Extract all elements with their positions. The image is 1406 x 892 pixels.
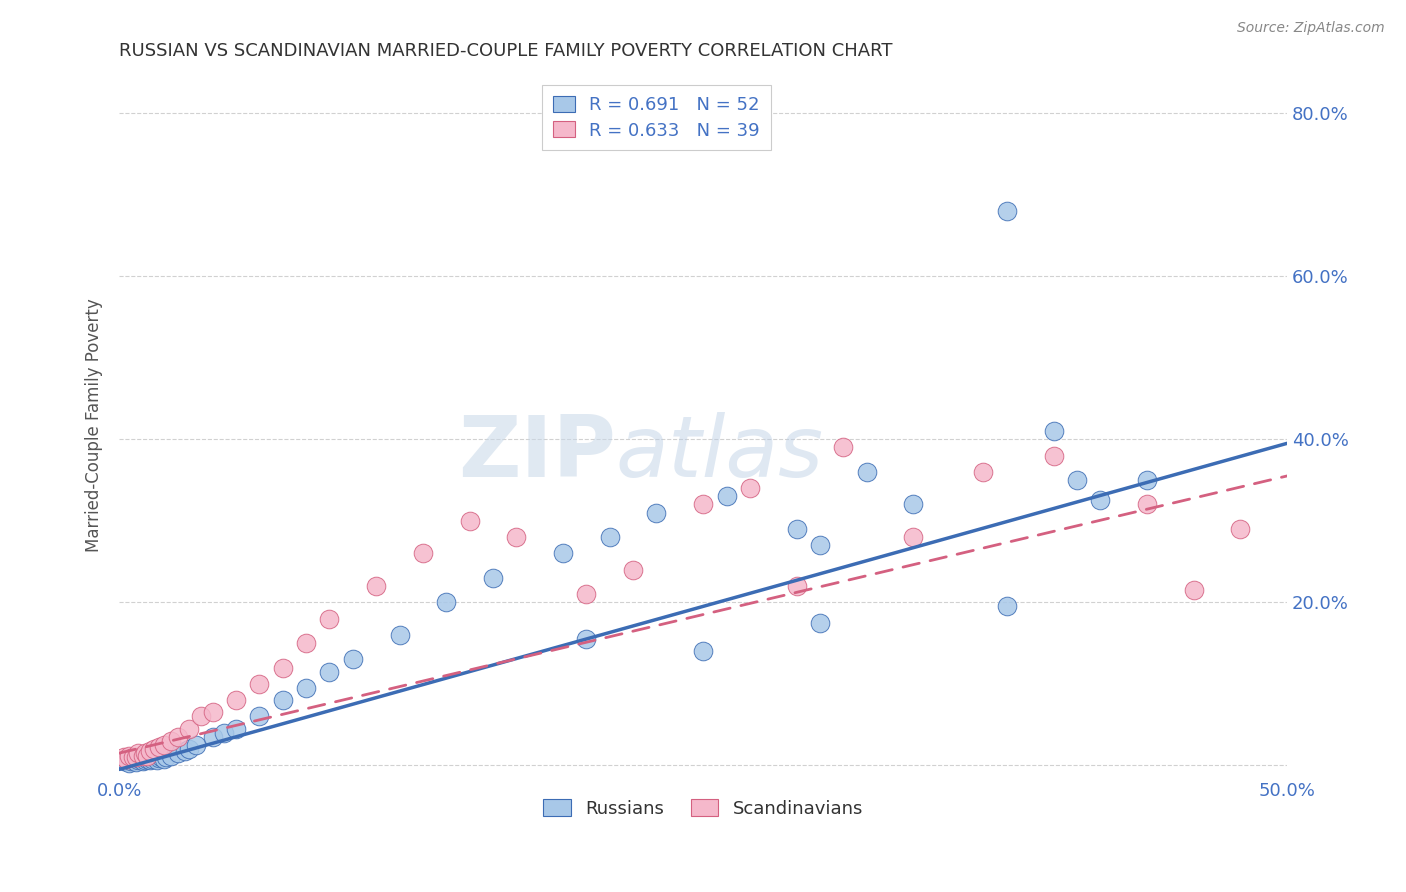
Point [122, 754, 145, 768]
Text: ZIP: ZIP [458, 412, 616, 495]
Point [434, 595, 457, 609]
Point [832, 441, 855, 455]
Point [1090, 493, 1112, 508]
Point [136, 752, 159, 766]
Point [129, 752, 152, 766]
Point [366, 579, 388, 593]
Point [138, 744, 160, 758]
Point [166, 730, 188, 744]
Point [505, 530, 527, 544]
Point [179, 722, 201, 736]
Point [318, 611, 340, 625]
Point [122, 750, 145, 764]
Point [225, 722, 247, 736]
Point [112, 754, 135, 768]
Point [692, 644, 714, 658]
Point [551, 546, 574, 560]
Point [249, 677, 271, 691]
Point [271, 660, 294, 674]
Point [152, 738, 174, 752]
Legend: Russians, Scandinavians: Russians, Scandinavians [536, 792, 870, 825]
Point [112, 750, 135, 764]
Point [1066, 473, 1088, 487]
Point [903, 530, 925, 544]
Point [995, 204, 1018, 219]
Point [388, 628, 411, 642]
Point [159, 734, 181, 748]
Text: atlas: atlas [616, 412, 824, 495]
Point [186, 738, 208, 752]
Point [295, 681, 318, 695]
Point [136, 748, 159, 763]
Point [148, 740, 170, 755]
Point [124, 755, 146, 769]
Point [271, 693, 294, 707]
Point [458, 514, 481, 528]
Point [173, 744, 195, 758]
Point [190, 709, 212, 723]
Point [131, 754, 153, 768]
Point [120, 754, 142, 768]
Point [225, 693, 247, 707]
Point [995, 599, 1018, 614]
Point [1042, 449, 1064, 463]
Point [738, 481, 761, 495]
Point [412, 546, 434, 560]
Point [201, 730, 224, 744]
Point [1042, 424, 1064, 438]
Point [786, 522, 808, 536]
Point [134, 746, 156, 760]
Point [134, 753, 156, 767]
Point [115, 752, 138, 766]
Point [155, 750, 177, 764]
Point [599, 530, 621, 544]
Point [150, 750, 173, 764]
Point [318, 665, 340, 679]
Point [117, 748, 139, 763]
Point [143, 750, 166, 764]
Point [1182, 583, 1205, 598]
Point [179, 742, 201, 756]
Point [115, 754, 138, 768]
Point [127, 746, 149, 760]
Point [141, 752, 163, 766]
Point [342, 652, 364, 666]
Point [621, 563, 644, 577]
Point [786, 579, 808, 593]
Point [249, 709, 271, 723]
Point [143, 742, 166, 756]
Point [808, 538, 831, 552]
Point [855, 465, 877, 479]
Point [145, 754, 167, 768]
Point [124, 750, 146, 764]
Point [575, 632, 598, 646]
Point [201, 706, 224, 720]
Point [159, 748, 181, 763]
Point [1136, 473, 1159, 487]
Point [148, 751, 170, 765]
Point [295, 636, 318, 650]
Point [131, 748, 153, 763]
Point [972, 465, 994, 479]
Text: Source: ZipAtlas.com: Source: ZipAtlas.com [1237, 21, 1385, 35]
Point [482, 571, 505, 585]
Point [716, 489, 738, 503]
Point [117, 756, 139, 770]
Point [692, 498, 714, 512]
Point [127, 754, 149, 768]
Point [152, 752, 174, 766]
Point [1229, 522, 1251, 536]
Text: RUSSIAN VS SCANDINAVIAN MARRIED-COUPLE FAMILY POVERTY CORRELATION CHART: RUSSIAN VS SCANDINAVIAN MARRIED-COUPLE F… [120, 42, 893, 60]
Point [903, 498, 925, 512]
Y-axis label: Married-Couple Family Poverty: Married-Couple Family Poverty [86, 298, 103, 552]
Point [166, 746, 188, 760]
Point [645, 506, 668, 520]
Point [808, 615, 831, 630]
Point [138, 754, 160, 768]
Point [214, 725, 236, 739]
Point [1136, 498, 1159, 512]
Point [575, 587, 598, 601]
